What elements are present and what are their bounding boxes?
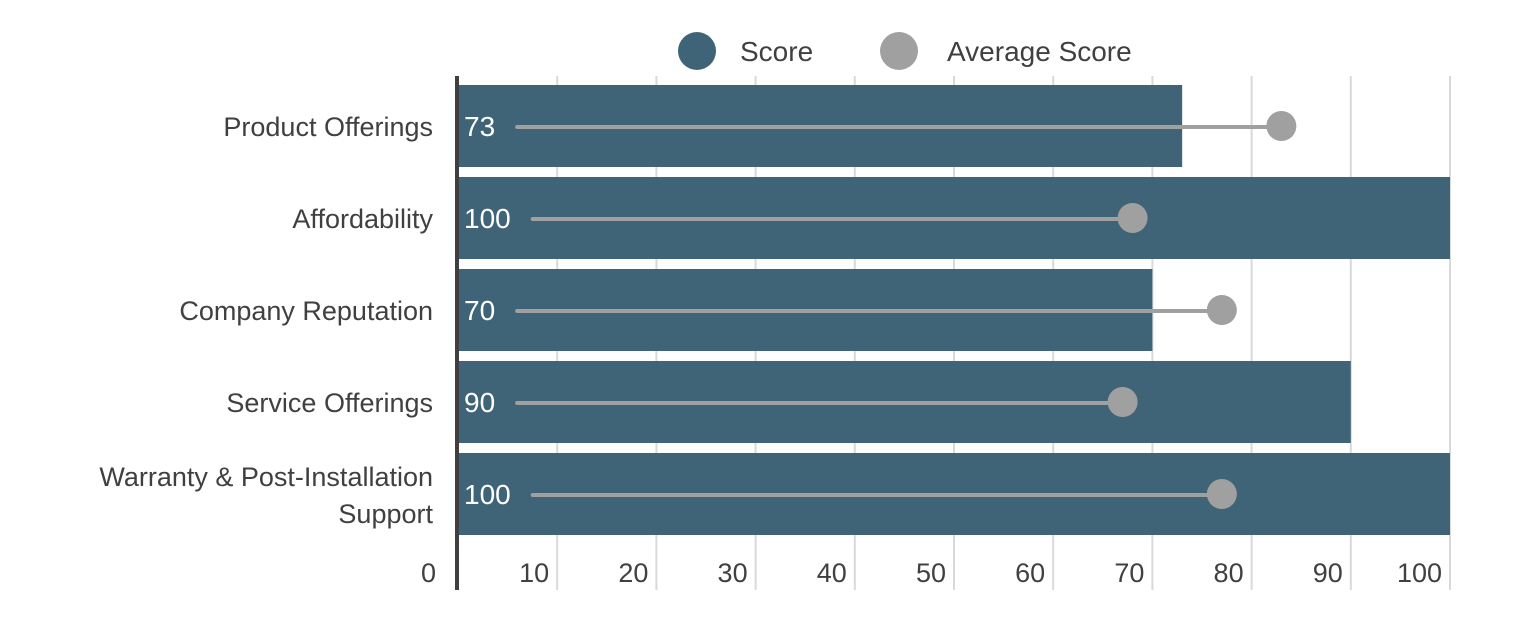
legend-marker-average-score <box>880 32 918 70</box>
avg-score-dot-4 <box>1206 479 1237 509</box>
value-label-1: 100 <box>464 203 511 234</box>
legend-label-average-score: Average Score <box>947 36 1132 67</box>
value-label-2: 70 <box>464 295 495 326</box>
x-tick-label-100: 100 <box>1397 558 1442 588</box>
legend-marker-score <box>678 32 716 70</box>
x-tick-label-10: 10 <box>519 558 549 588</box>
legend-label-score: Score <box>740 36 813 67</box>
avg-score-dot-3 <box>1107 387 1138 417</box>
x-tick-label-20: 20 <box>618 558 648 588</box>
x-tick-label-0: 0 <box>421 558 436 588</box>
x-tick-label-40: 40 <box>817 558 847 588</box>
value-label-0: 73 <box>464 111 495 142</box>
x-tick-label-70: 70 <box>1114 558 1144 588</box>
x-tick-label-50: 50 <box>916 558 946 588</box>
category-label-1: Affordability <box>292 204 433 234</box>
category-label-0: Product Offerings <box>223 112 433 142</box>
x-tick-label-80: 80 <box>1214 558 1244 588</box>
category-label-2: Company Reputation <box>179 296 433 326</box>
x-tick-label-90: 90 <box>1313 558 1343 588</box>
avg-score-dot-2 <box>1206 295 1237 325</box>
x-tick-label-60: 60 <box>1015 558 1045 588</box>
avg-score-dot-0 <box>1266 111 1297 141</box>
value-label-4: 100 <box>464 479 511 510</box>
avg-score-dot-1 <box>1117 203 1148 233</box>
x-tick-label-30: 30 <box>718 558 748 588</box>
category-label-3: Service Offerings <box>226 388 433 418</box>
category-label-4: Warranty & Post-Installation Support <box>99 462 433 529</box>
value-label-3: 90 <box>464 387 495 418</box>
